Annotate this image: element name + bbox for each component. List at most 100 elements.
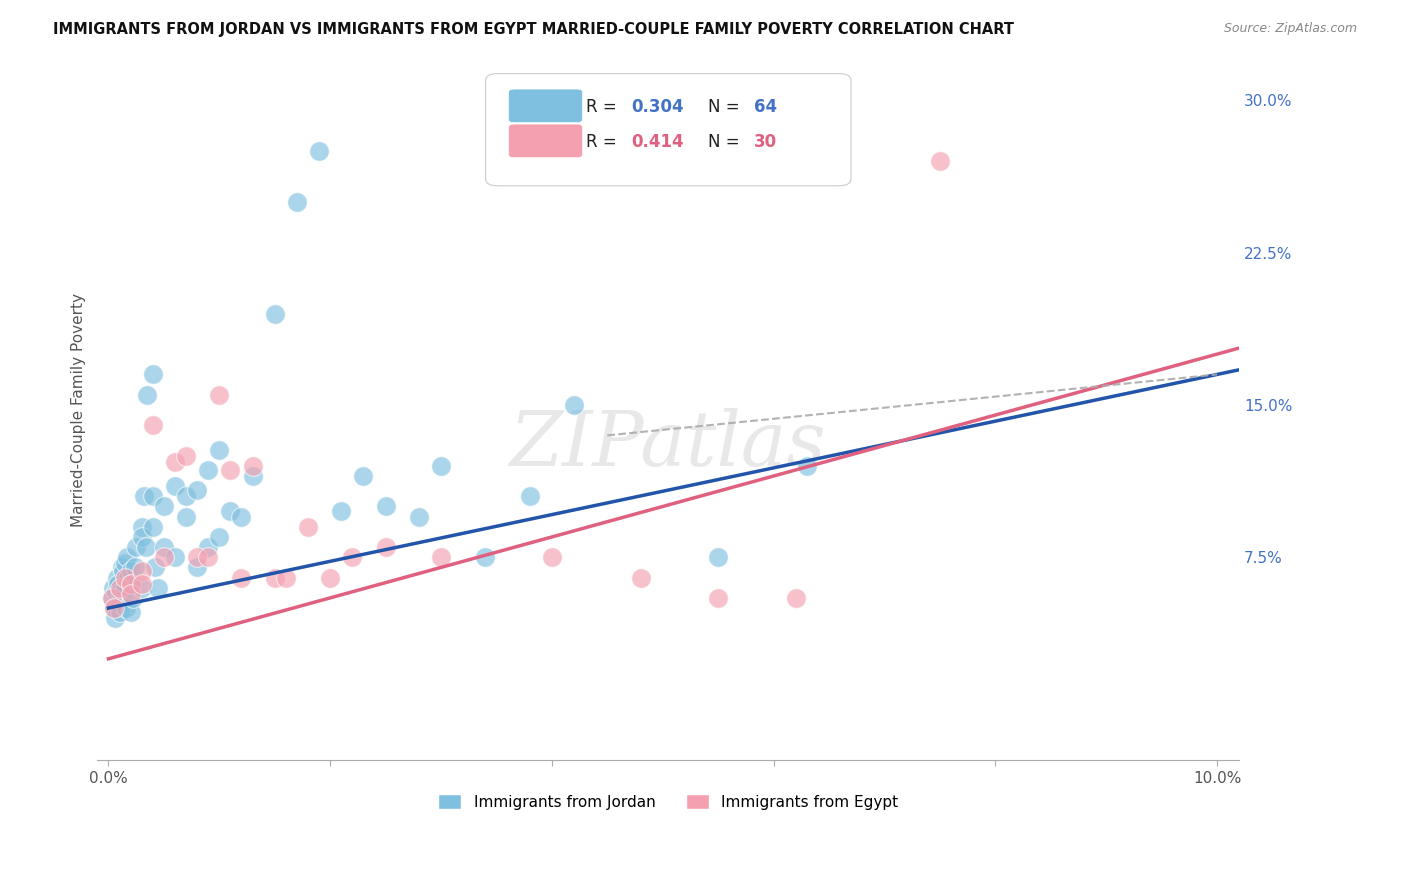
Point [107,576,129,591]
Point [117,571,139,585]
Point [430,550,453,565]
Point [120,587,142,601]
Point [186,550,208,565]
Point [263,306,285,320]
Point [297,520,319,534]
Point [231,509,253,524]
Point [374,540,396,554]
Point [105,584,128,599]
Point [131,581,153,595]
Point [115,601,138,615]
Point [120,565,142,579]
Point [197,463,219,477]
Point [197,540,219,554]
Point [785,591,807,605]
Point [117,550,139,565]
Point [121,591,143,605]
Point [430,458,453,473]
FancyBboxPatch shape [485,74,851,186]
Text: N =: N = [709,133,745,152]
Point [103,601,125,615]
Point [707,591,730,605]
Point [519,489,541,503]
Point [131,520,153,534]
Point [308,144,330,158]
Point [274,571,297,585]
Text: 30: 30 [754,133,778,152]
Point [319,571,342,585]
Point [104,611,127,625]
Point [186,483,208,498]
Point [630,571,652,585]
Point [100,591,122,605]
Point [143,560,166,574]
Point [562,398,585,412]
Point [352,469,374,483]
Point [242,469,264,483]
Point [174,489,197,503]
Point [120,605,142,619]
Point [111,560,134,574]
Point [208,442,231,457]
Point [186,560,208,574]
Point [114,581,136,595]
Point [105,571,128,585]
Text: N =: N = [709,98,745,116]
Point [131,565,153,579]
Text: R =: R = [586,133,621,152]
Text: Source: ZipAtlas.com: Source: ZipAtlas.com [1223,22,1357,36]
Point [148,581,170,595]
Point [142,520,165,534]
Point [374,500,396,514]
Point [108,605,131,619]
Point [120,576,142,591]
Point [408,509,430,524]
Point [197,550,219,565]
Point [142,489,165,503]
Text: R =: R = [586,98,621,116]
Point [124,560,146,574]
Point [263,571,285,585]
Text: 0.414: 0.414 [631,133,685,152]
Point [163,550,186,565]
Point [132,489,155,503]
Point [330,503,353,517]
Point [474,550,496,565]
Point [108,584,131,599]
Point [163,479,186,493]
Point [928,154,950,169]
Point [219,463,242,477]
Legend: Immigrants from Jordan, Immigrants from Egypt: Immigrants from Jordan, Immigrants from … [432,788,904,816]
Point [125,540,148,554]
FancyBboxPatch shape [509,124,582,158]
Text: 64: 64 [754,98,778,116]
Point [796,458,818,473]
Point [112,584,135,599]
Point [131,530,153,544]
Point [135,540,157,554]
Point [153,500,176,514]
Point [142,368,165,382]
Point [219,503,242,517]
Point [285,194,308,209]
Point [136,388,159,402]
Text: ZIPatlas: ZIPatlas [510,408,827,482]
Point [153,550,176,565]
Point [142,418,165,433]
Point [114,557,136,571]
Point [153,540,176,554]
FancyBboxPatch shape [509,89,582,123]
Y-axis label: Married-Couple Family Poverty: Married-Couple Family Poverty [72,293,86,527]
Point [101,581,124,595]
Point [120,576,142,591]
Point [208,530,231,544]
Point [174,449,197,463]
Point [231,571,253,585]
Point [131,576,153,591]
Point [108,581,131,595]
Text: IMMIGRANTS FROM JORDAN VS IMMIGRANTS FROM EGYPT MARRIED-COUPLE FAMILY POVERTY CO: IMMIGRANTS FROM JORDAN VS IMMIGRANTS FRO… [53,22,1014,37]
Point [111,565,134,579]
Point [174,509,197,524]
Point [541,550,564,565]
Point [108,597,131,611]
